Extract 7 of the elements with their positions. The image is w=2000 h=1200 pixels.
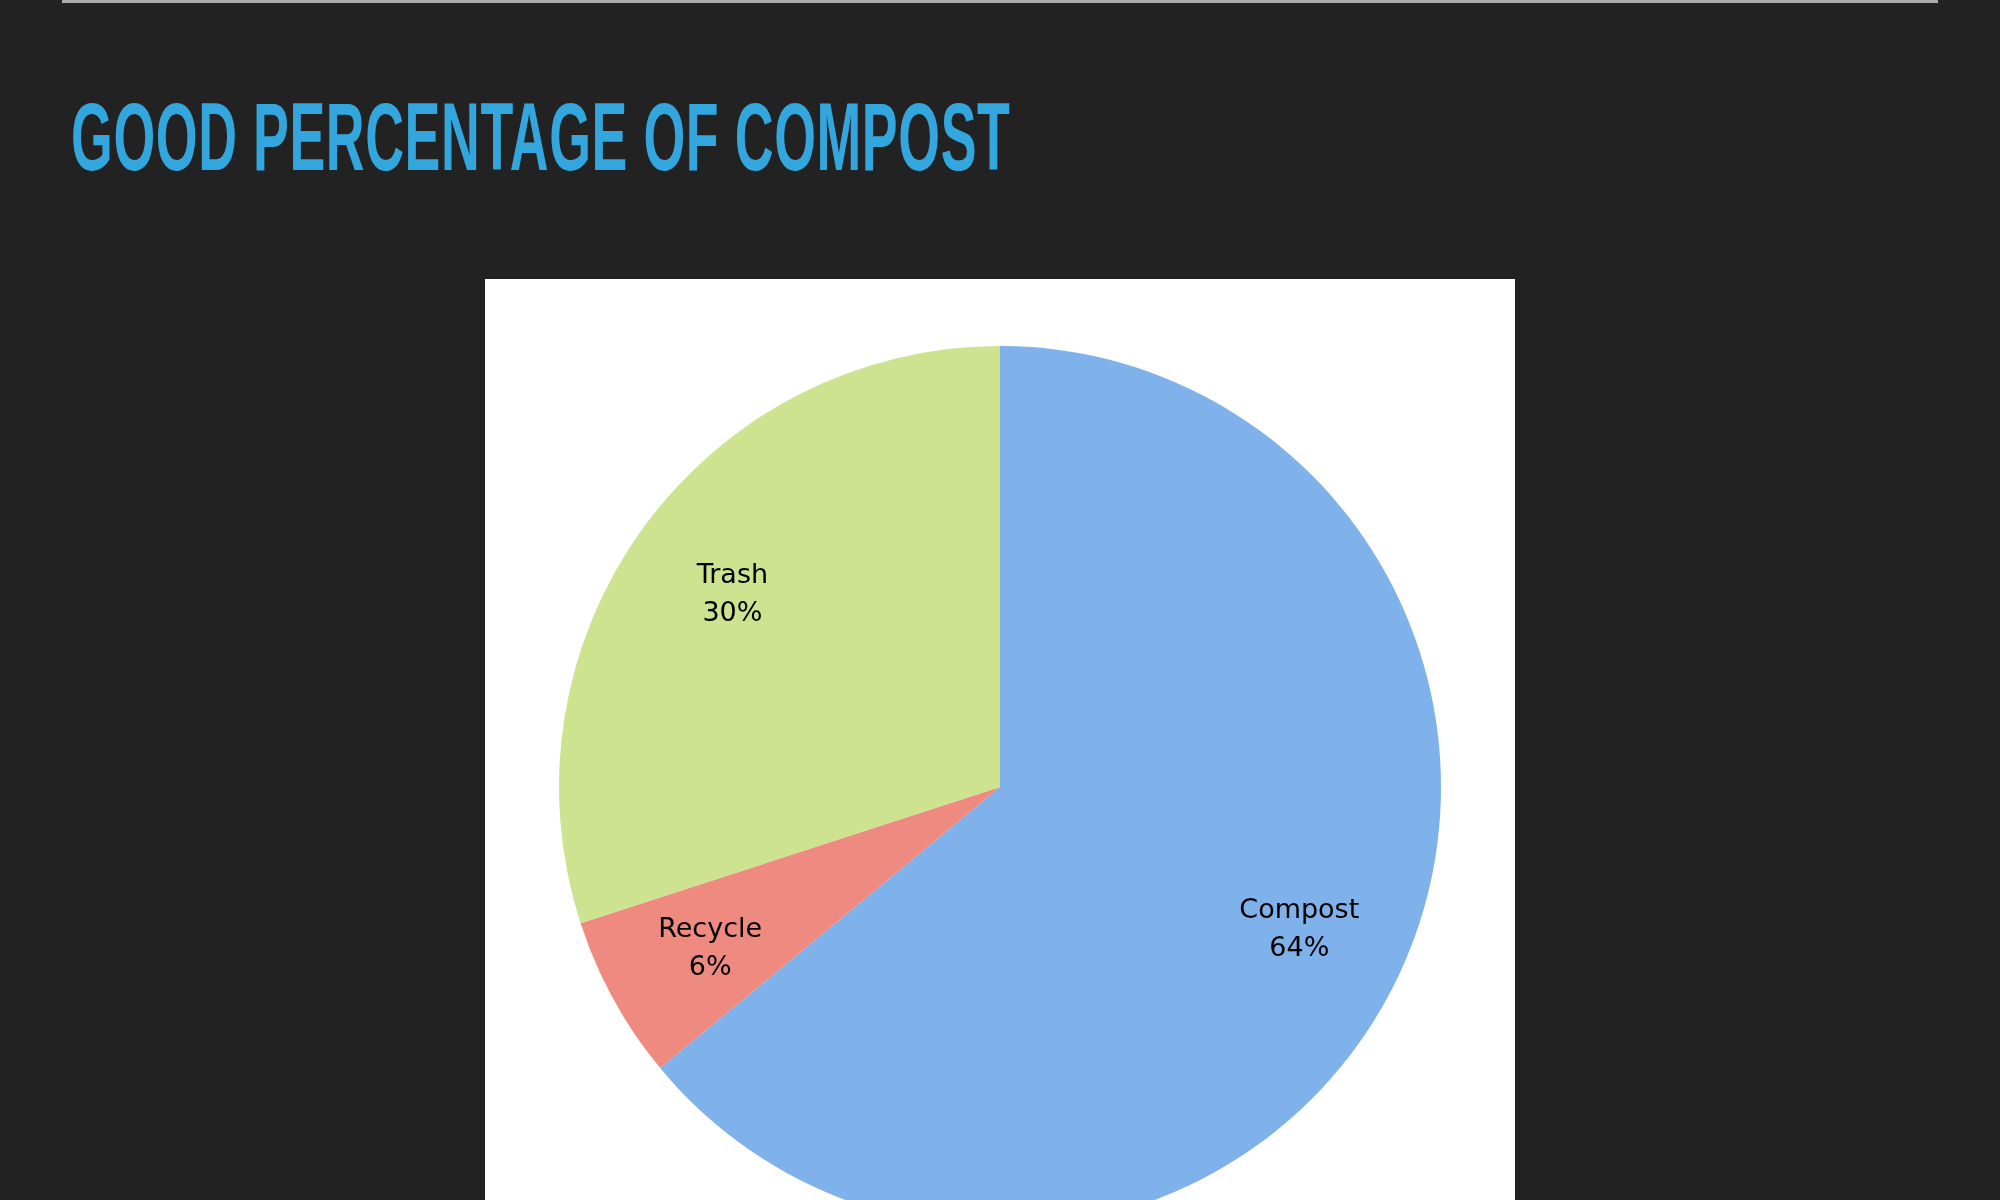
chart-title: GOOD PERCENTAGE OF COMPOST [71, 82, 1011, 192]
slice-label: Trash [695, 558, 769, 590]
slice-label: Recycle [658, 911, 763, 943]
data-label: 30% [702, 596, 763, 628]
slice-label: Compost [1239, 893, 1360, 925]
data-label: 6% [688, 949, 732, 981]
data-label: 64% [1269, 931, 1330, 963]
